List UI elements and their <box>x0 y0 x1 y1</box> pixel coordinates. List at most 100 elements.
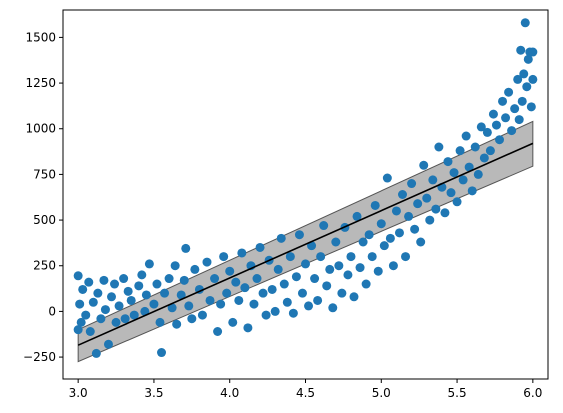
fit-line <box>77 142 534 346</box>
scatter-point-23 <box>129 310 139 320</box>
scatter-point-120 <box>428 175 438 185</box>
x-axis: 3.0 3.5 4.0 4.5 5.0 5.5 6.0 <box>69 379 542 400</box>
scatter-point-132 <box>464 162 474 172</box>
scatter-point-49 <box>213 327 223 337</box>
scatter-point-122 <box>434 142 444 152</box>
scatter-point-38 <box>176 290 186 300</box>
scatter-point-97 <box>358 237 368 247</box>
scatter-point-145 <box>504 87 514 97</box>
scatter-point-139 <box>485 146 495 156</box>
x-tick-label-1: 3.5 <box>144 386 163 400</box>
y-tick-label-0: −250 <box>23 350 56 364</box>
scatter-point-134 <box>470 142 480 152</box>
scatter-point-34 <box>164 274 174 284</box>
scatter-point-83 <box>316 252 326 262</box>
scatter-point-41 <box>184 301 194 311</box>
scatter-point-71 <box>279 279 289 289</box>
scatter-point-84 <box>319 221 329 231</box>
scatter-point-63 <box>255 242 265 252</box>
scatter-point-11 <box>96 314 106 324</box>
confidence-band-layer <box>77 120 534 363</box>
scatter-point-101 <box>370 200 380 210</box>
scatter-point-104 <box>379 241 389 251</box>
scatter-point-52 <box>222 288 232 298</box>
scatter-point-154 <box>522 82 532 92</box>
x-tick-label-4: 5.0 <box>372 386 391 400</box>
scatter-point-77 <box>297 288 307 298</box>
x-tick-label-3: 4.5 <box>296 386 315 400</box>
scatter-point-106 <box>385 233 395 243</box>
scatter-point-155 <box>523 54 533 64</box>
scatter-point-150 <box>516 45 526 55</box>
scatter-point-28 <box>144 259 154 269</box>
scatter-point-57 <box>237 248 247 258</box>
scatter-point-33 <box>160 288 170 298</box>
scatter-point-140 <box>488 109 498 119</box>
scatter-point-8 <box>88 297 98 307</box>
scatter-point-20 <box>120 314 130 324</box>
scatter-point-67 <box>267 284 277 294</box>
scatter-point-74 <box>288 308 298 318</box>
x-tick-label-5: 5.5 <box>448 386 467 400</box>
scatter-point-35 <box>167 303 177 313</box>
scatter-point-143 <box>498 96 508 106</box>
scatter-point-59 <box>243 323 253 333</box>
scatter-point-124 <box>440 208 450 218</box>
scatter-point-119 <box>425 215 435 225</box>
scatter-point-146 <box>507 126 517 136</box>
scatter-point-110 <box>398 190 407 199</box>
scatter-point-98 <box>361 279 371 289</box>
y-tick-label-1: 0 <box>48 304 56 318</box>
scatter-point-25 <box>137 270 147 280</box>
scatter-point-2 <box>75 299 85 309</box>
scatter-point-58 <box>240 283 250 293</box>
scatter-point-15 <box>107 292 116 302</box>
scatter-point-127 <box>449 168 459 178</box>
scatter-point-88 <box>331 237 341 247</box>
scatter-point-78 <box>301 259 310 269</box>
scatter-point-85 <box>322 281 332 291</box>
scatter-point-3 <box>76 317 86 327</box>
scatter-point-54 <box>228 317 238 327</box>
scatter-point-9 <box>91 348 101 358</box>
scatter-point-153 <box>520 18 530 28</box>
scatter-point-90 <box>337 288 347 298</box>
scatter-point-79 <box>304 301 314 311</box>
scatter-point-94 <box>349 292 359 302</box>
scatter-point-43 <box>190 264 200 274</box>
scatter-point-40 <box>181 243 191 253</box>
scatter-point-22 <box>126 295 136 305</box>
scatter-point-75 <box>291 272 301 282</box>
scatter-point-10 <box>93 288 103 298</box>
scatter-point-69 <box>273 264 283 274</box>
fit-line-layer <box>77 142 534 346</box>
y-tick-label-6: 1250 <box>25 76 56 90</box>
scatter-point-81 <box>310 274 320 284</box>
scatter-point-26 <box>140 306 150 316</box>
scatter-point-107 <box>388 261 398 271</box>
scatter-point-115 <box>413 199 423 209</box>
scatter-point-62 <box>252 274 262 284</box>
scatter-point-136 <box>476 122 486 132</box>
scatter-point-1 <box>73 325 83 335</box>
scatter-point-82 <box>313 295 323 305</box>
scatter-point-68 <box>270 306 280 316</box>
scatter-point-18 <box>114 301 124 311</box>
x-tick-label-0: 3.0 <box>69 386 88 400</box>
scatter-point-31 <box>155 317 165 327</box>
scatter-point-112 <box>404 211 414 221</box>
scatter-point-121 <box>431 204 441 214</box>
scatter-point-21 <box>123 286 133 296</box>
scatter-point-46 <box>202 257 212 267</box>
scatter-points-layer <box>73 18 538 358</box>
scatter-point-47 <box>205 295 215 305</box>
scatter-point-148 <box>513 74 523 84</box>
scatter-point-89 <box>334 261 344 271</box>
scatter-point-56 <box>234 295 244 305</box>
scatter-point-17 <box>111 317 121 327</box>
scatter-point-129 <box>455 146 465 156</box>
scatter-point-73 <box>285 252 295 262</box>
scatter-point-45 <box>197 310 207 320</box>
y-tick-label-5: 1000 <box>25 122 56 136</box>
